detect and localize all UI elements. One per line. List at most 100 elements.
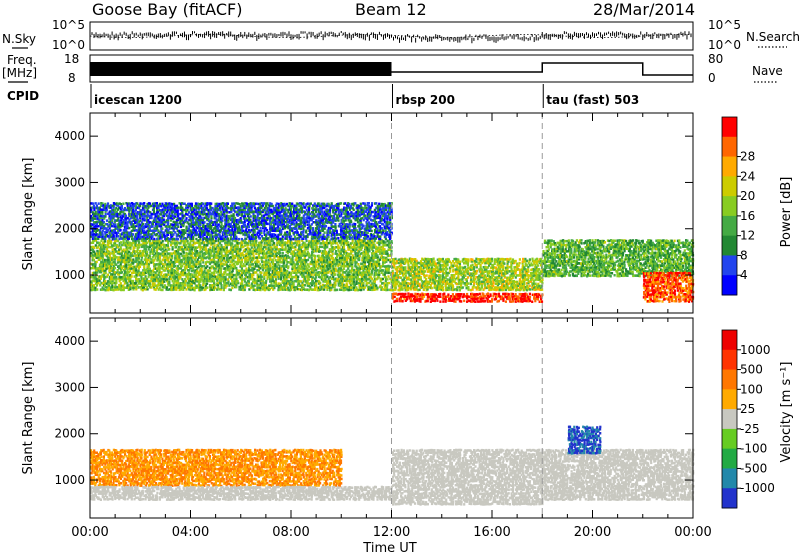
data-cell xyxy=(322,280,325,283)
data-cell xyxy=(158,275,161,278)
data-cell xyxy=(216,243,219,247)
data-cell xyxy=(139,274,142,277)
data-cell xyxy=(188,250,191,253)
data-cell xyxy=(297,271,300,274)
data-cell xyxy=(322,266,325,270)
data-cell xyxy=(276,284,279,287)
data-cell xyxy=(253,239,257,243)
data-cell xyxy=(201,254,204,258)
data-cell xyxy=(205,248,208,251)
data-cell xyxy=(219,278,222,281)
data-cell xyxy=(111,267,114,270)
nsky-tick-bottom: 10^0 xyxy=(52,38,85,52)
data-cell xyxy=(104,269,107,272)
data-cell xyxy=(182,241,185,245)
data-cell xyxy=(91,216,94,220)
data-cell xyxy=(165,250,168,253)
data-cell xyxy=(231,260,234,264)
data-cell xyxy=(222,273,225,276)
data-cell xyxy=(319,267,322,270)
data-cell xyxy=(296,256,299,260)
data-cell xyxy=(167,245,170,249)
data-cell xyxy=(300,288,303,292)
data-cell xyxy=(193,288,196,292)
data-cell xyxy=(118,271,121,274)
data-cell xyxy=(313,240,316,243)
data-cell xyxy=(321,261,324,264)
data-cell xyxy=(322,252,325,255)
data-cell xyxy=(111,285,114,289)
data-cell xyxy=(273,281,276,285)
data-cell xyxy=(310,288,313,291)
data-cell xyxy=(257,286,260,289)
data-cell xyxy=(312,264,315,268)
data-cell xyxy=(327,286,330,289)
data-cell xyxy=(323,246,326,249)
data-cell xyxy=(212,245,215,249)
data-cell xyxy=(222,263,225,266)
data-cell xyxy=(130,251,133,255)
data-cell xyxy=(155,249,158,253)
data-cell xyxy=(137,243,140,246)
data-cell xyxy=(317,288,320,292)
data-cell xyxy=(158,240,161,243)
data-cell xyxy=(178,254,181,258)
data-cell xyxy=(265,247,268,251)
data-cell xyxy=(221,264,224,268)
data-cell xyxy=(136,246,139,249)
data-cell xyxy=(123,286,126,289)
data-cell xyxy=(296,287,299,291)
data-cell xyxy=(213,286,216,289)
data-cell xyxy=(204,282,207,285)
data-cell xyxy=(97,256,100,259)
data-cell xyxy=(108,275,111,279)
data-cell xyxy=(310,257,313,260)
data-cell xyxy=(253,267,256,270)
data-cell xyxy=(121,277,124,281)
data-cell xyxy=(266,268,269,272)
data-cell xyxy=(128,256,131,260)
data-cell xyxy=(284,241,287,244)
data-cell xyxy=(250,263,253,266)
data-cell xyxy=(293,275,296,279)
data-cell xyxy=(298,269,301,272)
data-cell xyxy=(206,244,209,247)
data-cell xyxy=(196,278,199,281)
data-cell xyxy=(132,279,135,283)
data-cell xyxy=(267,275,270,279)
data-cell xyxy=(109,281,112,285)
data-cell xyxy=(267,240,270,243)
data-cell xyxy=(115,277,118,281)
data-cell xyxy=(97,254,100,257)
data-cell xyxy=(233,277,236,280)
data-cell xyxy=(243,239,247,242)
data-cell xyxy=(161,279,164,282)
data-cell xyxy=(175,267,178,270)
data-cell xyxy=(143,262,146,266)
data-cell xyxy=(111,282,114,285)
data-cell xyxy=(378,262,381,266)
data-cell xyxy=(101,286,104,289)
data-cell xyxy=(167,221,170,224)
data-cell xyxy=(183,242,186,245)
data-cell xyxy=(166,279,169,283)
data-cell xyxy=(166,267,170,270)
data-cell xyxy=(266,271,269,274)
data-cell xyxy=(162,269,165,272)
data-cell xyxy=(177,279,180,283)
data-cell xyxy=(231,270,234,274)
data-cell xyxy=(168,281,171,285)
data-cell xyxy=(90,252,93,255)
data-cell xyxy=(313,262,316,265)
data-cell xyxy=(298,252,301,255)
data-cell xyxy=(286,251,290,255)
data-cell xyxy=(237,247,240,251)
data-cell xyxy=(171,273,174,277)
nsearch-tick-top: 10^5 xyxy=(708,18,741,32)
data-cell xyxy=(199,288,202,292)
data-cell xyxy=(316,286,319,289)
data-cell xyxy=(97,252,100,255)
data-cell xyxy=(226,254,229,257)
data-cell xyxy=(271,265,274,269)
data-cell xyxy=(234,256,237,260)
